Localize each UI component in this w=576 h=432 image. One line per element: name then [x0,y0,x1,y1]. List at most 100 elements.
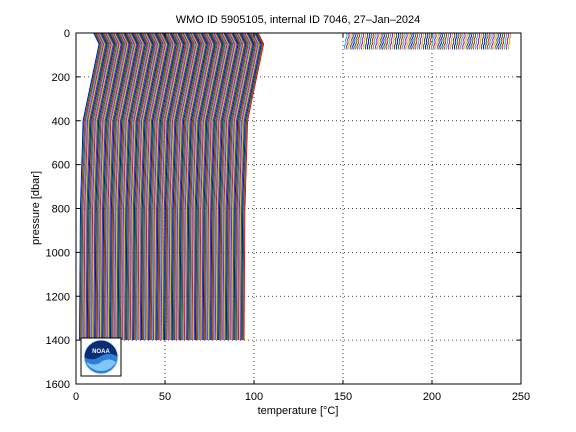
profile-line [113,32,134,341]
profile-line [115,32,137,341]
profile-line [147,32,169,341]
profile-line [414,32,419,50]
profile-line [360,32,365,50]
profile-line [484,32,489,50]
profile-line [482,32,487,50]
profile-line [90,32,111,341]
profile-line [145,32,166,341]
profile-line [219,32,240,341]
profile-line [424,32,429,50]
profile-line [194,32,216,341]
profile-line [156,32,177,341]
profile-line [242,32,264,341]
profile-line [89,32,110,341]
profile-line [135,32,156,341]
profile-line [478,32,483,50]
profile-line [171,32,193,341]
profile-line [495,32,499,50]
profile-line [117,32,139,341]
x-tick-label: 250 [512,391,530,403]
profile-line [159,32,181,341]
profile-line [165,32,186,341]
profile-line [134,32,155,341]
profile-line [343,32,348,50]
profile-line [443,32,448,50]
profile-line [197,32,218,341]
profile-line [79,32,100,341]
profile-line [162,32,184,341]
profile-line [358,32,363,50]
profile-line [403,32,408,50]
y-tick-label: 1400 [46,335,70,347]
y-axis: 0 200 400 600 800 1000 1200 1400 1600 [46,28,521,391]
profile-line [124,32,145,341]
profile-line [108,32,130,341]
x-tick-label: 150 [334,391,352,403]
profile-line [143,32,164,341]
profile-line [169,32,191,341]
profile-line [447,32,452,50]
profile-line [182,32,204,341]
profile-line [167,32,188,341]
profile-line [352,32,356,50]
profile-line [126,32,148,341]
noaa-logo: NOAA [80,337,122,377]
profile-line [366,32,371,50]
profile-line [170,32,192,341]
profile-line [144,32,165,341]
profile-line [499,32,504,50]
profile-line [123,32,144,341]
profile-line [354,32,359,50]
x-tick-label: 50 [159,391,171,403]
y-tick-label: 1200 [46,291,70,303]
profile-line [110,32,131,341]
profile-line [149,32,171,341]
profile-line [493,32,497,50]
profile-line [114,32,136,341]
x-axis-label: temperature [°C] [258,405,339,417]
profile-line [209,32,230,341]
profile-line [154,32,175,341]
profile-line [345,32,350,50]
profile-line [175,32,196,341]
profile-line [102,32,123,341]
profile-line [111,32,132,341]
profile-line [172,32,194,341]
profile-line [225,32,247,341]
profile-line [168,32,190,341]
profile-line [445,32,450,50]
profile-line [464,32,468,50]
profile-line [418,32,423,50]
profile-line [224,32,246,341]
profile-line [177,32,198,341]
profile-line [203,32,225,341]
profile-line [356,32,361,50]
profile-line [401,32,406,50]
profile-line [362,32,367,50]
profile-line [430,32,435,50]
profile-line [231,32,252,341]
profile-line [83,32,105,341]
profile-line [505,32,510,50]
profile-line [158,32,180,341]
profile-line [233,32,255,341]
y-tick-label: 800 [52,204,70,216]
profile-line [91,32,112,341]
profile-line [435,32,439,50]
profile-line [122,32,143,341]
profile-line [96,32,118,341]
profile-line [98,32,120,341]
profile-line [370,32,375,50]
profile-line [497,32,502,50]
profile-line [213,32,235,341]
profile-line [372,32,377,50]
profile-line [501,32,506,50]
profile-line [204,32,226,341]
profile-line [383,32,388,50]
profile-line [439,32,443,50]
profile-line [433,32,437,50]
profile-line [166,32,187,341]
profile-line [474,32,479,50]
y-tick-label: 1600 [46,379,70,391]
profile-line [437,32,441,50]
